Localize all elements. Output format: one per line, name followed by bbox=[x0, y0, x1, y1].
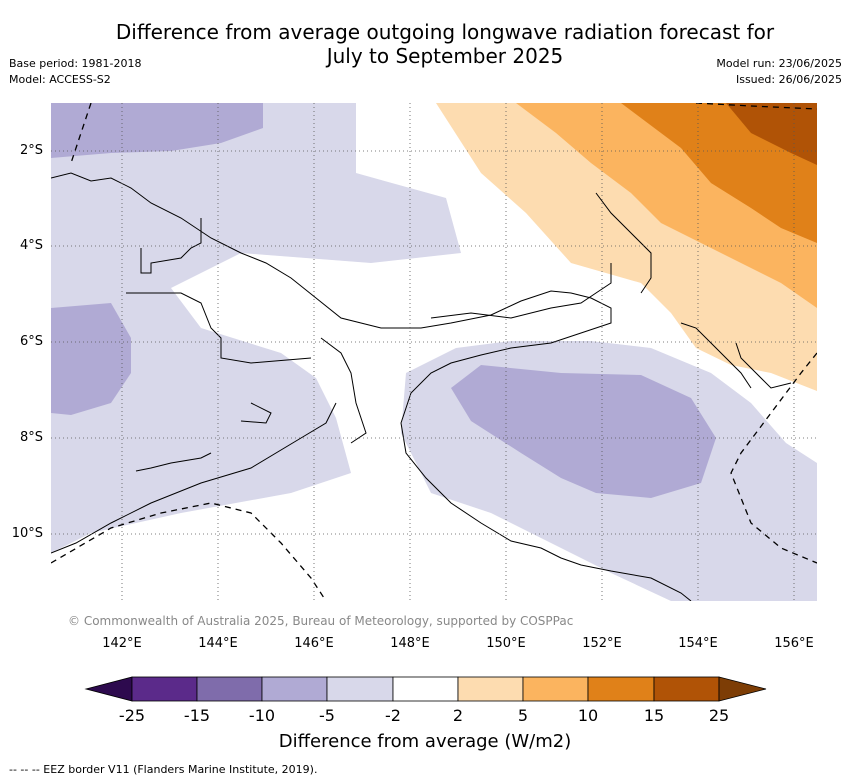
anomaly-dark-orange bbox=[726, 103, 817, 165]
meta-right: Model run: 23/06/2025 Issued: 26/06/2025 bbox=[716, 56, 842, 88]
lon-label-156e: 156°E bbox=[774, 636, 814, 651]
lat-label-2s: 2°S bbox=[19, 143, 43, 158]
lat-label-6s: 6°S bbox=[19, 334, 43, 349]
lon-label-152e: 152°E bbox=[582, 636, 622, 651]
anomaly-medium-purple-center bbox=[451, 365, 716, 498]
colorbar-tick-label: -25 bbox=[118, 706, 146, 725]
lon-label-150e: 150°E bbox=[486, 636, 526, 651]
colorbar-seg-3 bbox=[261, 676, 328, 702]
lon-label-142e: 142°E bbox=[102, 636, 142, 651]
lat-label-10s: 10°S bbox=[11, 526, 43, 541]
map-title: Difference from average outgoing longwav… bbox=[90, 20, 800, 68]
copyright-notice: © Commonwealth of Australia 2025, Bureau… bbox=[68, 614, 574, 628]
colorbar-tick-label: -2 bbox=[385, 706, 401, 725]
map-canvas bbox=[51, 103, 817, 601]
eez-legend-note: -- -- -- EEZ border V11 (Flanders Marine… bbox=[9, 763, 318, 776]
eez-borders bbox=[51, 103, 817, 601]
coastlines bbox=[51, 172, 792, 601]
issued-date: Issued: 26/06/2025 bbox=[735, 73, 842, 86]
map-panel bbox=[51, 103, 817, 601]
anomaly-light-purple-west bbox=[51, 103, 461, 553]
colorbar bbox=[84, 676, 767, 702]
meta-left: Base period: 1981-2018 Model: ACCESS-S2 bbox=[9, 56, 141, 88]
anomaly-medium-purple-nw bbox=[51, 103, 263, 158]
colorbar-title: Difference from average (W/m2) bbox=[278, 731, 572, 752]
anomaly-medium-purple-w bbox=[51, 303, 131, 415]
lat-label-8s: 8°S bbox=[19, 430, 43, 445]
colorbar-tick-label: -10 bbox=[248, 706, 276, 725]
colorbar-seg-5 bbox=[392, 676, 459, 702]
colorbar-tick-label: 2 bbox=[452, 706, 464, 725]
lon-label-144e: 144°E bbox=[198, 636, 238, 651]
lon-label-148e: 148°E bbox=[390, 636, 430, 651]
model-run: Model run: 23/06/2025 bbox=[716, 57, 842, 70]
colorbar-seg-7 bbox=[522, 676, 589, 702]
colorbar-seg-8 bbox=[587, 676, 655, 702]
title-line-1: Difference from average outgoing longwav… bbox=[115, 20, 775, 44]
colorbar-seg-9 bbox=[653, 676, 720, 702]
colorbar-tick-label: 25 bbox=[708, 706, 730, 725]
colorbar-seg-1 bbox=[131, 676, 198, 702]
colorbar-extend-high bbox=[718, 676, 767, 702]
colorbar-tick-label: -15 bbox=[183, 706, 211, 725]
model-name: Model: ACCESS-S2 bbox=[9, 73, 111, 86]
colorbar-tick-label: 15 bbox=[643, 706, 665, 725]
lon-label-146e: 146°E bbox=[294, 636, 334, 651]
colorbar-tick-label: -5 bbox=[319, 706, 335, 725]
lon-label-154e: 154°E bbox=[678, 636, 718, 651]
colorbar-seg-4 bbox=[326, 676, 394, 702]
colorbar-tick-label: 5 bbox=[517, 706, 529, 725]
colorbar-seg-6 bbox=[457, 676, 524, 702]
colorbar-extend-low bbox=[84, 676, 133, 702]
base-period: Base period: 1981-2018 bbox=[9, 57, 142, 70]
colorbar-tick-label: 10 bbox=[577, 706, 599, 725]
colorbar-seg-2 bbox=[196, 676, 263, 702]
lat-label-4s: 4°S bbox=[19, 238, 43, 253]
title-line-2: July to September 2025 bbox=[326, 44, 564, 68]
